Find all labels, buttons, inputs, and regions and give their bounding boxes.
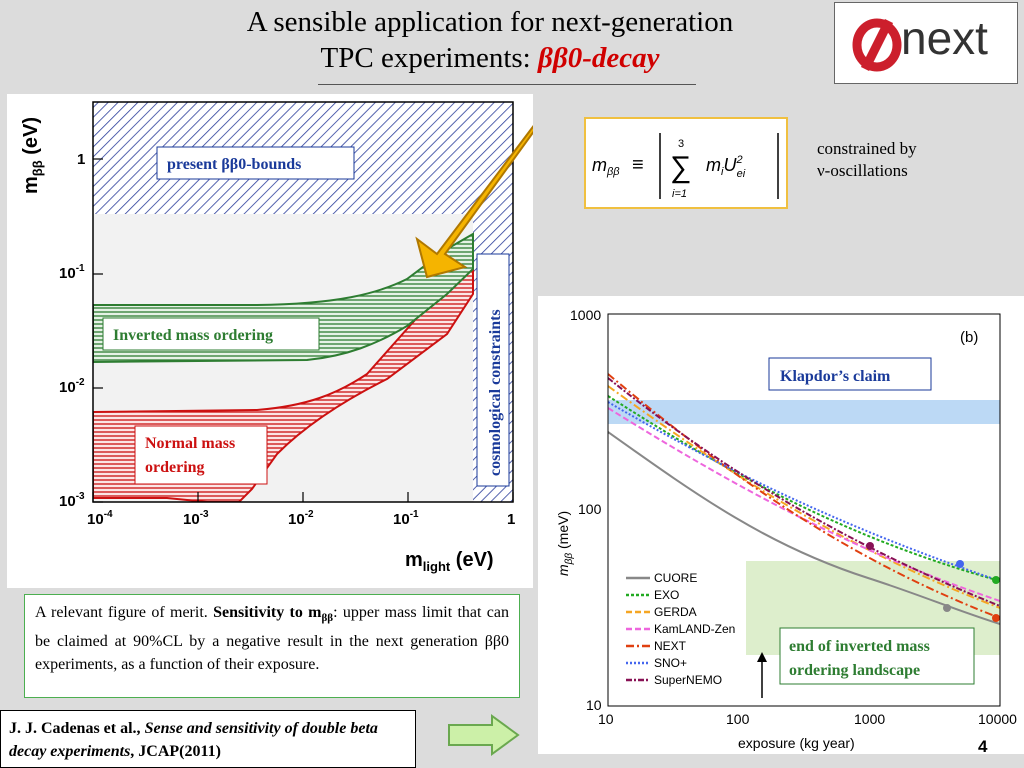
y-tick-1e-2: 10-2 (59, 377, 85, 396)
x-tick-10000: 10000 (978, 711, 1017, 727)
end-inverted-label-2: ordering landscape (789, 662, 920, 679)
pointer-arrow-icon (415, 122, 558, 279)
y-tick-1: 1 (77, 151, 85, 168)
x-tick-1e-3: 10-3 (183, 509, 209, 528)
normal-ordering-label-1: Normal mass (145, 435, 235, 452)
y-tick-10: 10 (586, 697, 602, 713)
cosmological-label: cosmological constraints (487, 309, 504, 476)
constraint-line-2: ν-oscillations (817, 161, 908, 180)
formula-equiv: ≡ (632, 154, 644, 176)
end-inverted-box (779, 627, 975, 685)
legend-supernemo: SuperNEMO (654, 673, 722, 687)
sum-upper: 3 (678, 138, 684, 150)
present-bounds-label: present ββ0-bounds (167, 156, 301, 173)
inverted-label-box (102, 317, 320, 351)
sum-lower: i=1 (672, 188, 687, 200)
normal-label-box (134, 425, 268, 485)
klapdor-label: Klapdor’s claim (780, 368, 891, 385)
x-tick-1000: 1000 (854, 711, 885, 727)
title-line-1: A sensible application for next-generati… (246, 6, 734, 38)
end-inverted-label-1: end of inverted mass (789, 638, 930, 655)
y-tick-1e-1: 10-1 (59, 263, 85, 282)
ref-journal: , JCAP(2011) (130, 743, 221, 760)
x-tick-1: 1 (507, 511, 515, 528)
legend-kamland: KamLAND-Zen (654, 622, 735, 636)
x-axis-label: mlight (eV) (405, 549, 494, 574)
title-line-2-text: TPC experiments: (320, 42, 538, 74)
present-bounds-box (156, 146, 355, 180)
page-number: 4 (978, 737, 988, 756)
sensitivity-plot: 10 100 1000 10000 1000 100 10 (b) exposu… (538, 296, 1024, 754)
mbb-formula: mββ ≡ 3 ∑ i=1 miU2 ei (584, 117, 788, 209)
fom-intro: A relevant figure of merit. (35, 604, 214, 621)
normal-ordering-label-2: ordering (145, 459, 205, 476)
mass-ordering-plot: 10-4 10-3 10-2 10-1 1 1 10-1 10-2 10-3 m… (7, 94, 558, 588)
x-tick-1e-4: 10-4 (87, 509, 113, 528)
cosmo-label-box (476, 253, 510, 487)
ref-authors: J. J. Cadenas et al., (9, 720, 145, 737)
title-line-2: TPC experiments: ββ0-decay (150, 40, 830, 76)
legend-exo: EXO (654, 588, 679, 602)
next-logo-mark-icon (852, 18, 902, 72)
constraint-note: constrained by ν-oscillations (817, 138, 917, 182)
legend-next: NEXT (654, 639, 687, 653)
fom-rest: : upper mass limit that can be claimed a… (35, 604, 510, 674)
logo-text: next (901, 12, 988, 64)
formula-term: miU2 ei (706, 154, 746, 180)
panel-label: (b) (960, 329, 978, 346)
sum-symbol: ∑ (670, 151, 691, 184)
y-tick-1e-3: 10-3 (59, 491, 85, 510)
inverted-ordering-label: Inverted mass ordering (113, 327, 273, 344)
klapdor-band (608, 400, 1000, 424)
formula-lhs: mββ (592, 155, 620, 178)
figure-of-merit-box: A relevant figure of merit. Sensitivity … (24, 594, 520, 698)
x-tick-10: 10 (598, 711, 614, 727)
title-highlight: ββ0-decay (538, 42, 660, 74)
y-tick-1000: 1000 (570, 307, 601, 323)
legend: CUORE EXO GERDA KamLAND-Zen NEXT SNO+ Su… (626, 571, 735, 687)
x-axis-label-right: exposure (kg year) (738, 735, 855, 751)
legend-gerda: GERDA (654, 605, 697, 619)
ref-title: Sense and sensitivity of double beta dec… (9, 720, 378, 760)
y-axis-label-right: mββ (meV) (555, 511, 575, 576)
x-tick-1e-2: 10-2 (288, 509, 314, 528)
title-underline (318, 84, 696, 85)
legend-snoplus: SNO+ (654, 656, 687, 670)
x-tick-1e-1: 10-1 (393, 509, 419, 528)
klapdor-box (768, 357, 932, 391)
y-tick-100: 100 (578, 501, 602, 517)
y-axis-label: mββ (eV) (20, 117, 45, 194)
sensitivity-curves (608, 373, 1000, 625)
next-slide-arrow-icon[interactable] (446, 713, 522, 757)
legend-cuore: CUORE (654, 571, 697, 585)
x-major-ticks (92, 158, 514, 503)
fom-bold: Sensitivity to mββ (213, 604, 334, 625)
reference-box: J. J. Cadenas et al., Sense and sensitiv… (0, 710, 416, 768)
x-tick-100: 100 (726, 711, 750, 727)
up-arrow-icon (757, 652, 767, 698)
constraint-line-1: constrained by (817, 139, 917, 158)
next-logo: next (834, 2, 1018, 84)
slide-title: A sensible application for next-generati… (150, 4, 830, 76)
